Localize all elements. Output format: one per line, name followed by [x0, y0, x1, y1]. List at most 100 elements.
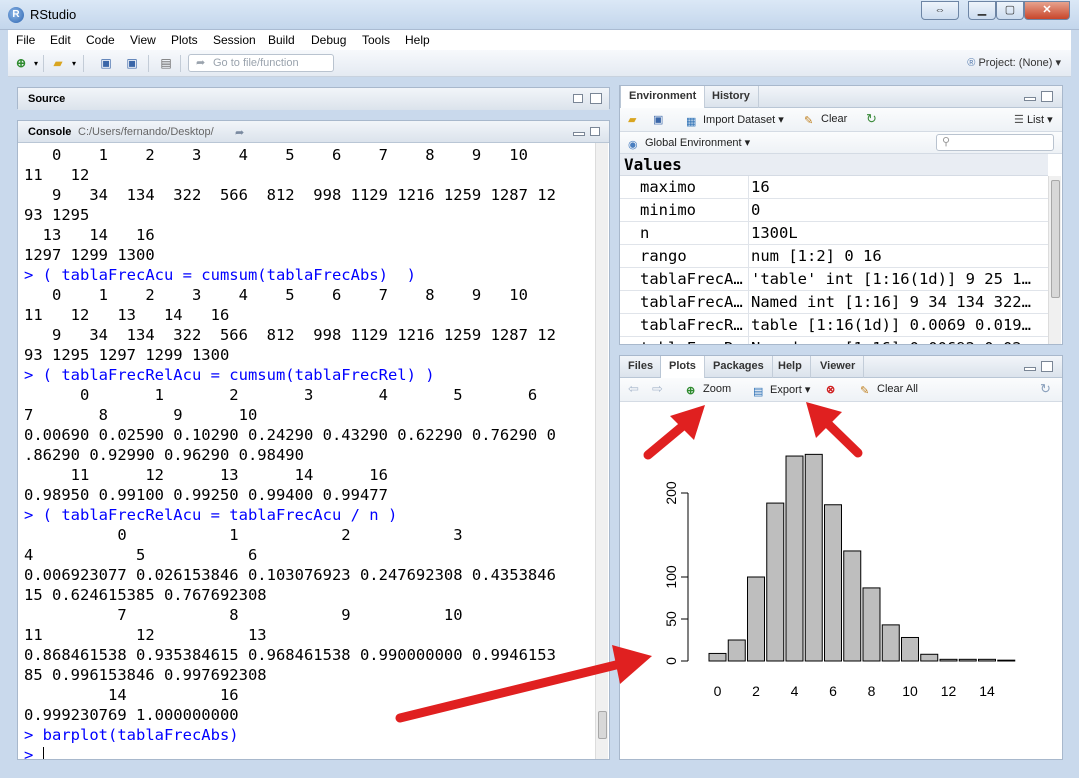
tab-help[interactable]: Help — [770, 356, 811, 378]
tab-environment[interactable]: Environment — [620, 86, 706, 108]
environment-globe-icon: ◉ — [628, 139, 638, 151]
maximize-button[interactable]: ▢ — [996, 1, 1024, 20]
remove-plot-icon[interactable]: ⊗ — [826, 384, 836, 396]
environment-row[interactable]: tablaFrecR… table [1:16(1d)] 0.0069 0.019… — [620, 314, 1048, 337]
source-pane-header: Source — [18, 88, 609, 110]
clear-all-plots-button[interactable]: ✎ Clear All — [860, 383, 918, 397]
restore-pane-icon[interactable] — [590, 127, 600, 136]
maximize-pane-icon[interactable] — [590, 93, 602, 104]
barplot-chart: 0 50 100 200 0 2 4 6 8 10 12 14 — [663, 453, 1016, 699]
environment-row[interactable]: maximo 16 — [620, 176, 1048, 199]
global-environment-label: Global Environment — [645, 137, 742, 149]
environment-row[interactable]: minimo 0 — [620, 199, 1048, 222]
close-window-button[interactable]: ✕ — [1024, 1, 1070, 20]
menu-build[interactable]: Build — [268, 33, 295, 47]
new-file-dropdown-icon[interactable]: ▾ — [33, 59, 38, 68]
menu-debug[interactable]: Debug — [311, 33, 347, 47]
next-plot-icon[interactable]: ⇨ — [652, 381, 663, 396]
export-label: Export — [770, 384, 802, 396]
menu-tools[interactable]: Tools — [362, 33, 391, 47]
menu-code[interactable]: Code — [86, 33, 115, 47]
project-icon: ® — [967, 57, 976, 69]
environment-scroll-thumb[interactable] — [1051, 180, 1060, 298]
zoom-button[interactable]: ⊕ Zoom — [686, 383, 731, 397]
tab-history[interactable]: History — [704, 86, 759, 108]
environment-row[interactable]: n 1300L — [620, 222, 1048, 245]
go-to-dir-icon[interactable]: ➦ — [235, 127, 245, 139]
plots-pane-header: Files Plots Packages Help Viewer — [620, 356, 1062, 378]
list-view-dropdown[interactable]: ☰ List ▾ — [1014, 114, 1053, 126]
environment-row[interactable]: tablaFrecA… 'table' int [1:16(1d)] 9 25 1… — [620, 268, 1048, 291]
restore-arrows-button[interactable]: ⇔ — [921, 1, 959, 20]
save-workspace-icon[interactable]: ▣ — [653, 114, 664, 126]
x-tick-label: 14 — [979, 683, 995, 699]
bar — [824, 504, 842, 662]
main-toolbar: ⊕ ▾ ▰ ▾ ▣ ▣ ▤ ➦ Go to file/function ® Pr… — [8, 50, 1071, 77]
new-file-icon[interactable]: ⊕ — [15, 56, 27, 70]
environment-variable-value: 'table' int [1:16(1d)] 9 25 1… — [748, 268, 1044, 290]
export-button[interactable]: ▤ Export ▾ — [753, 384, 811, 398]
environment-row[interactable]: tablaFrecA… Named int [1:16] 9 34 134 322… — [620, 291, 1048, 314]
tab-packages[interactable]: Packages — [705, 356, 773, 378]
open-recent-dropdown-icon[interactable]: ▾ — [71, 59, 76, 68]
environment-variable-value: 1300L — [748, 222, 1044, 244]
x-tick-label: 4 — [791, 683, 799, 699]
console-output-line: 13 14 16 — [24, 226, 155, 244]
maximize-pane-icon[interactable] — [1041, 361, 1053, 372]
console-pane[interactable]: Console C:/Users/fernando/Desktop/ ➦ 0 1… — [17, 120, 610, 760]
rstudio-logo-icon: R — [8, 7, 24, 23]
minimize-pane-icon[interactable] — [1024, 97, 1036, 101]
previous-plot-icon[interactable]: ⇦ — [628, 381, 639, 396]
maximize-pane-icon[interactable] — [1041, 91, 1053, 102]
environment-variable-name: tablaFrecR… — [640, 316, 743, 334]
y-tick-label: 50 — [663, 611, 679, 627]
toolbar-separator — [148, 55, 149, 72]
minimize-button[interactable]: ▁ — [968, 1, 996, 20]
console-output-line: 11 12 — [24, 166, 90, 184]
bar — [997, 659, 1016, 662]
go-to-file-input[interactable]: ➦ Go to file/function — [188, 54, 334, 72]
import-dataset-button[interactable]: ▦ Import Dataset ▾ — [686, 114, 784, 128]
minimize-pane-icon[interactable] — [573, 132, 585, 136]
console-output-line: 0.868461538 0.935384615 0.968461538 0.99… — [24, 646, 556, 664]
open-folder-icon[interactable]: ▰ — [53, 56, 63, 70]
print-icon[interactable]: ▤ — [160, 56, 172, 70]
tab-plots[interactable]: Plots — [660, 356, 705, 378]
save-all-icon[interactable]: ▣ — [126, 56, 138, 70]
menu-session[interactable]: Session — [213, 33, 256, 47]
console-output-line: 0 1 2 3 4 5 6 — [24, 386, 538, 404]
global-environment-dropdown[interactable]: ◉ Global Environment ▾ — [628, 137, 751, 151]
menu-file[interactable]: File — [16, 33, 36, 47]
project-menu[interactable]: ® Project: (None) ▾ — [967, 57, 1061, 69]
project-label: Project: (None) — [978, 57, 1053, 69]
clear-workspace-button[interactable]: ✎ Clear — [804, 113, 848, 127]
tab-files[interactable]: Files — [620, 356, 663, 378]
console-output-line: 11 12 13 14 16 — [24, 466, 388, 484]
environment-row[interactable]: rango num [1:2] 0 16 — [620, 245, 1048, 268]
refresh-plot-icon[interactable]: ↻ — [1040, 381, 1051, 396]
console-scroll-thumb[interactable] — [598, 711, 607, 739]
environment-variable-value: 16 — [748, 176, 1044, 198]
bar — [804, 453, 823, 662]
console-scrollbar[interactable] — [595, 143, 608, 759]
minimize-pane-icon[interactable] — [1024, 367, 1036, 371]
toolbar-separator — [43, 55, 44, 72]
refresh-icon[interactable]: ↻ — [866, 111, 877, 126]
restore-pane-icon[interactable] — [573, 94, 583, 103]
console-output-line: 11 12 13 14 16 — [24, 306, 230, 324]
environment-search-input[interactable]: ⚲ — [936, 134, 1054, 151]
save-icon[interactable]: ▣ — [100, 56, 112, 70]
menu-help[interactable]: Help — [405, 33, 430, 47]
console-output-line: 14 16 — [24, 686, 239, 704]
load-workspace-icon[interactable]: ▰ — [628, 114, 637, 126]
menu-plots[interactable]: Plots — [171, 33, 198, 47]
tab-viewer[interactable]: Viewer — [812, 356, 865, 378]
console-pane-title: Console — [28, 126, 72, 138]
clear-workspace-label: Clear — [821, 113, 848, 125]
menu-edit[interactable]: Edit — [50, 33, 71, 47]
environment-scrollbar[interactable] — [1048, 176, 1061, 344]
console-output[interactable]: 0 1 2 3 4 5 6 7 8 9 10 11 12 9 34 134 322… — [24, 145, 592, 759]
environment-row[interactable]: tablaFrecR…Named num [1:16] 0.00692 0.02… — [620, 337, 1048, 344]
menu-view[interactable]: View — [130, 33, 156, 47]
x-tick-label: 8 — [868, 683, 876, 699]
